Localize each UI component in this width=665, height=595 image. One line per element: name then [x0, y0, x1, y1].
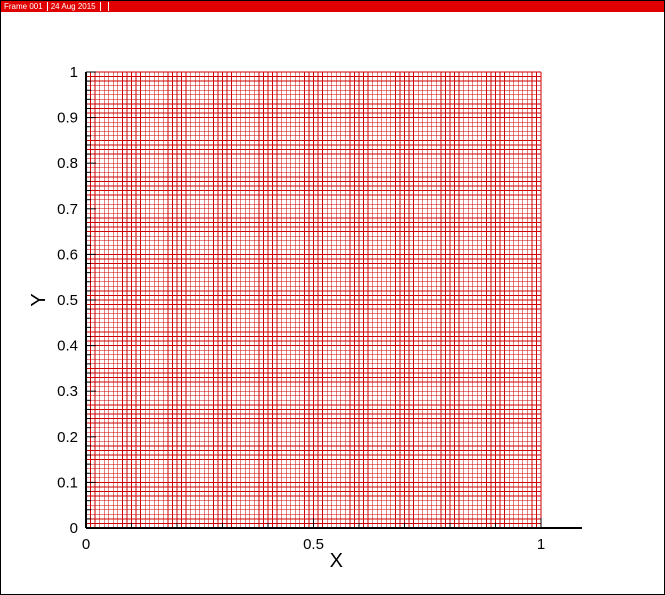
- y-tick-label: 0.4: [57, 338, 78, 355]
- tick-marks: [85, 71, 542, 529]
- y-tick-label: 0.3: [57, 383, 78, 400]
- y-tick-label: 1: [70, 64, 78, 81]
- x-tick-label: 0: [82, 536, 90, 553]
- x-axis-title: X: [330, 550, 343, 572]
- y-axis-title: Y: [28, 293, 50, 306]
- mesh-grid: [85, 71, 542, 529]
- frame-empty-field: [101, 2, 109, 11]
- y-tick-label: 0: [70, 520, 78, 537]
- mesh-lines: [85, 71, 542, 529]
- y-tick-label: 0.2: [57, 429, 78, 446]
- frame-date: 24 Aug 2015: [48, 2, 101, 11]
- frame-name: Frame 001: [1, 2, 48, 11]
- y-tick-label: 0.5: [57, 292, 78, 309]
- frame-header: Frame 001 24 Aug 2015: [1, 1, 664, 12]
- x-tick-label: 0.5: [303, 536, 324, 553]
- y-tick-label: 0.6: [57, 246, 78, 263]
- x-tick-label: 1: [537, 536, 545, 553]
- y-tick-label: 0.8: [57, 155, 78, 172]
- y-tick-label: 0.7: [57, 201, 78, 218]
- y-tick-label: 0.1: [57, 474, 78, 491]
- tick-labels: 0 0.5 1 0 0.1 0.2 0.3 0.4 0.5 0.6 0.7 0.8 0.9 1: [57, 64, 545, 553]
- y-tick-label: 0.9: [57, 110, 78, 127]
